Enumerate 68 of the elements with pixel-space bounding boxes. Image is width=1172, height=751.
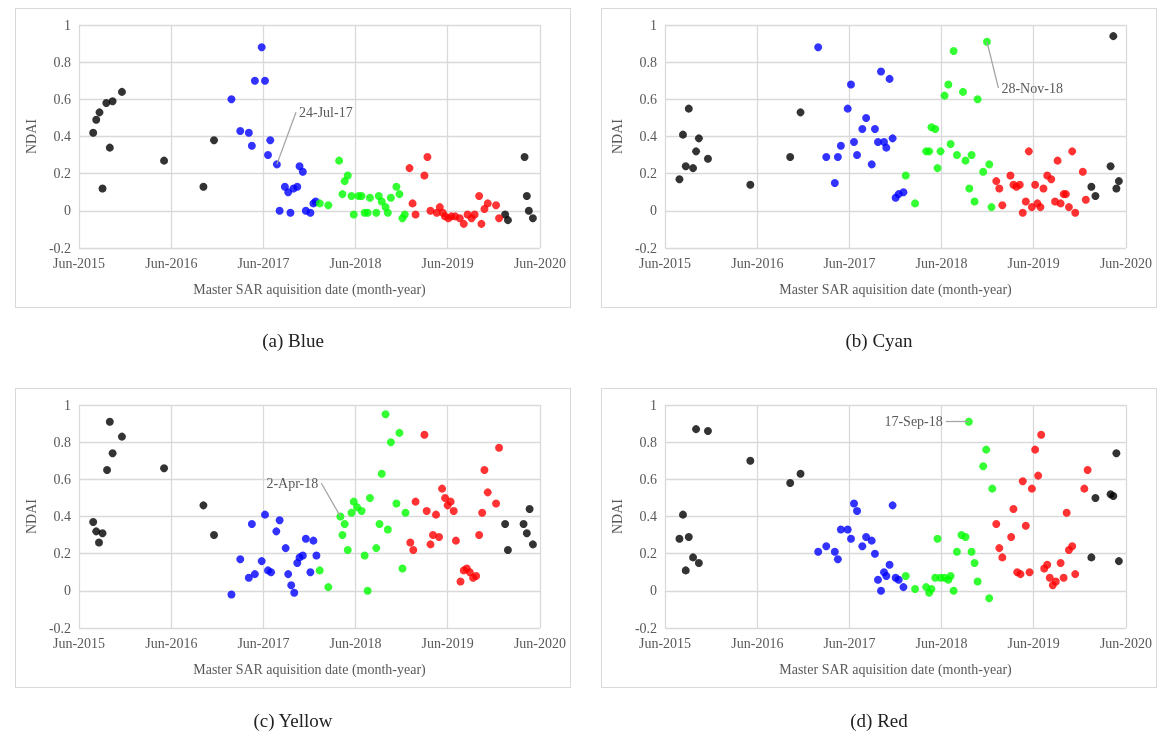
y-tick-label: 0.4 [639,509,658,524]
y-tick-label: 0.6 [53,91,72,107]
y-tick-label: 0.8 [53,434,72,450]
text: (b) Cyan [845,330,913,352]
x-tick-label: Jun-2016 [731,635,784,651]
x-tick-label: Jun-2020 [513,635,567,651]
y-tick-label: 0.2 [639,166,658,182]
text: (c) Yellow [253,710,333,732]
x-tick-label: Jun-2020 [513,255,567,271]
x-tick-label: Jun-2018 [915,255,968,271]
x-tick-label: Jun-2018 [915,635,968,651]
x-tick-label: Jun-2017 [237,635,290,651]
y-tick-label: -0.2 [48,620,72,636]
y-tick-label: 0.6 [639,91,658,107]
y-tick-label: 0 [64,203,72,219]
x-tick-label: Jun-2019 [1007,255,1060,271]
y-tick-label: 0.2 [53,166,72,182]
y-tick-label: -0.2 [48,240,72,256]
y-tick-label: 0 [650,583,658,599]
x-tick-label: Jun-2018 [329,255,382,271]
y-tick-label: 0.2 [639,546,658,562]
y-tick-label: 0 [650,203,658,219]
x-tick-label: Jun-2015 [639,255,692,271]
annotation: 2-Apr-18 [266,475,319,491]
y-tick-label: 0.6 [639,471,658,487]
x-tick-label: Jun-2015 [53,635,106,651]
y-tick-label: 0.8 [639,434,658,450]
y-tick-label: 0.4 [53,509,72,524]
annotation: 17-Sep-18 [884,414,943,430]
y-tick-label: -0.2 [634,620,658,636]
y-tick-label: 0 [64,583,72,599]
x-axis-title: Master SAR aquisition date (month-year) [193,281,427,298]
x-tick-label: Jun-2019 [421,635,474,651]
y-tick-label: 0.8 [639,54,658,70]
y-tick-label: 0.8 [53,54,72,70]
x-tick-label: Jun-2017 [237,255,290,271]
y-tick-label: 1 [650,397,658,413]
x-tick-label: Jun-2018 [329,635,382,651]
y-tick-label: 1 [650,17,658,33]
x-tick-label: Jun-2016 [731,255,784,271]
x-axis-title: Master SAR aquisition date (month-year) [779,661,1013,678]
x-tick-label: Jun-2016 [145,635,198,651]
x-tick-label: Jun-2020 [1099,635,1153,651]
x-tick-label: Jun-2017 [823,635,876,651]
text: (d) Red [850,710,908,732]
x-tick-label: Jun-2017 [823,255,876,271]
x-tick-label: Jun-2020 [1099,255,1153,271]
y-tick-label: 0.6 [53,471,72,487]
x-tick-label: Jun-2015 [639,635,692,651]
x-tick-label: Jun-2015 [53,255,106,271]
text: (a) Blue [262,330,324,352]
y-tick-label: -0.2 [634,240,658,256]
x-tick-label: Jun-2019 [421,255,474,271]
y-axis-title: NDAI [609,498,625,534]
x-axis-title: Master SAR aquisition date (month-year) [193,661,427,678]
y-tick-label: 1 [64,397,72,413]
x-tick-label: Jun-2016 [145,255,198,271]
y-axis-title: NDAI [23,118,39,154]
y-axis-title: NDAI [609,118,625,154]
y-tick-label: 1 [64,17,72,33]
y-tick-label: 0.2 [53,546,72,562]
x-tick-label: Jun-2019 [1007,635,1060,651]
x-axis-title: Master SAR aquisition date (month-year) [779,281,1013,298]
annotation: 28-Nov-18 [1001,80,1063,96]
y-tick-label: 0.4 [639,129,658,144]
y-axis-title: NDAI [23,498,39,534]
y-tick-label: 0.4 [53,129,72,144]
annotation: 24-Jul-17 [299,104,353,120]
